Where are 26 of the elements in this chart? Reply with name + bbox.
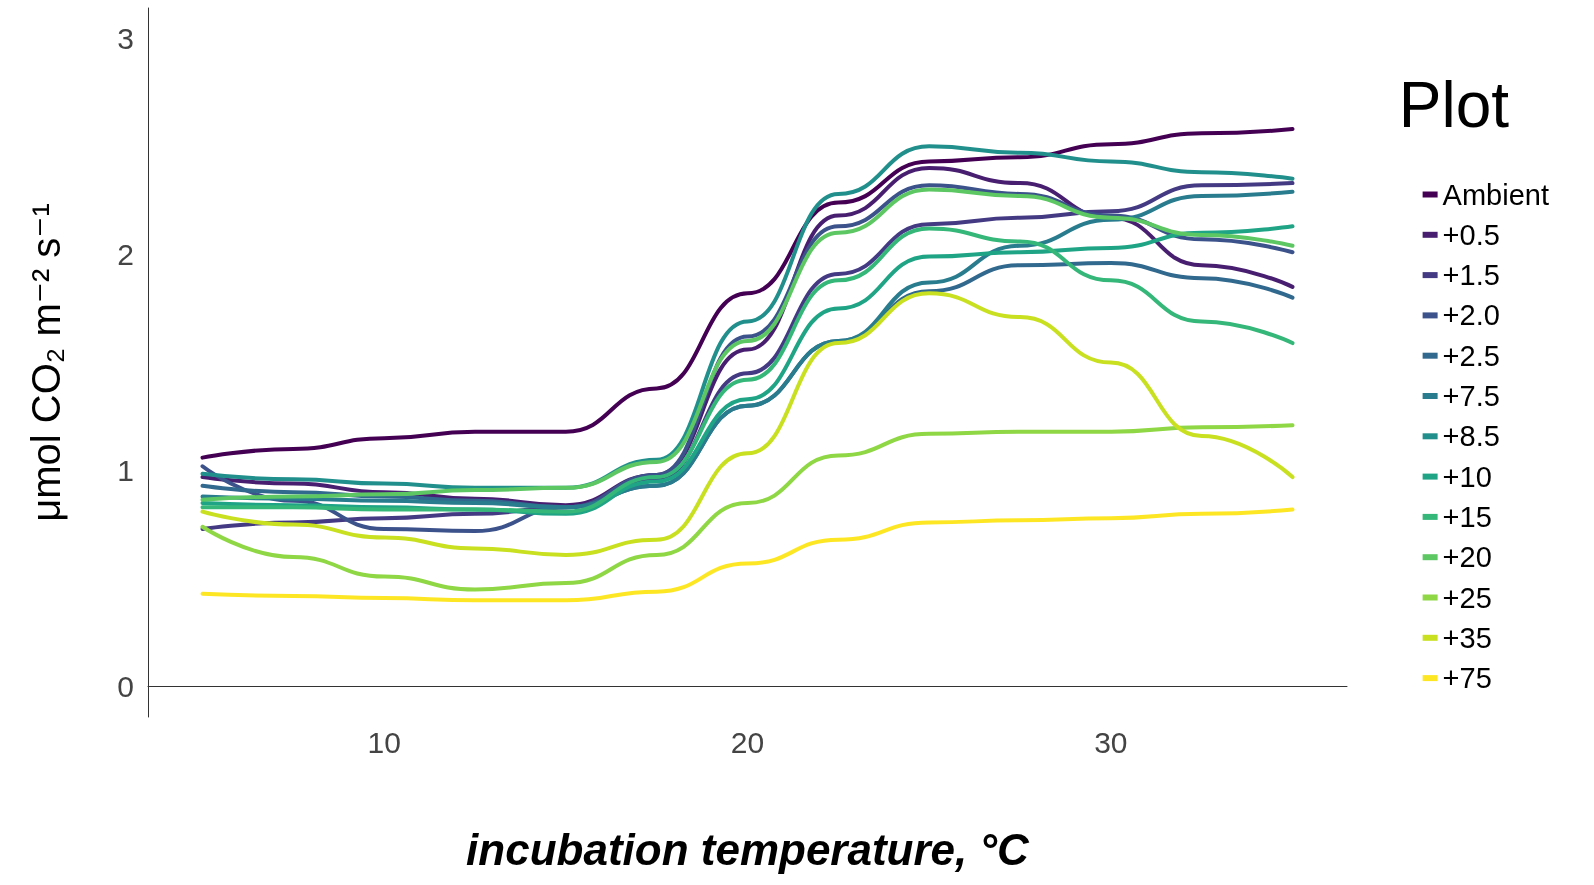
legend-label: +35 [1442,621,1492,654]
legend-label: Ambient [1442,178,1550,211]
legend-label: +25 [1442,581,1492,614]
y-tick-label: 0 [117,670,134,704]
line-series [200,291,1295,557]
x-tick-label: 10 [367,725,401,759]
legend-label: +10 [1442,460,1492,493]
legend-label: +7.5 [1442,380,1500,412]
legend-label: +2.5 [1442,339,1500,372]
y-tick-label: 2 [117,237,134,271]
legend-label: +0.5 [1442,218,1500,251]
legend-title: Plot [1398,69,1510,141]
legend-label: +15 [1442,500,1492,533]
legend-label: +1.5 [1442,259,1500,292]
legend-label: +8.5 [1442,420,1500,453]
y-tick-label: 3 [117,21,134,55]
y-tick-label: 1 [117,454,134,488]
line-series [200,507,1295,603]
legend-label: +2.0 [1442,299,1500,332]
y-axis-title: μmol CO₂ m⁻² s⁻¹ [24,203,68,522]
x-axis-title: incubation temperature, °C [466,824,1031,874]
line-series [200,423,1295,592]
x-tick-label: 20 [730,725,765,759]
legend-label: +75 [1442,662,1492,695]
legend-label: +20 [1442,541,1492,574]
x-tick-label: 30 [1094,725,1128,759]
